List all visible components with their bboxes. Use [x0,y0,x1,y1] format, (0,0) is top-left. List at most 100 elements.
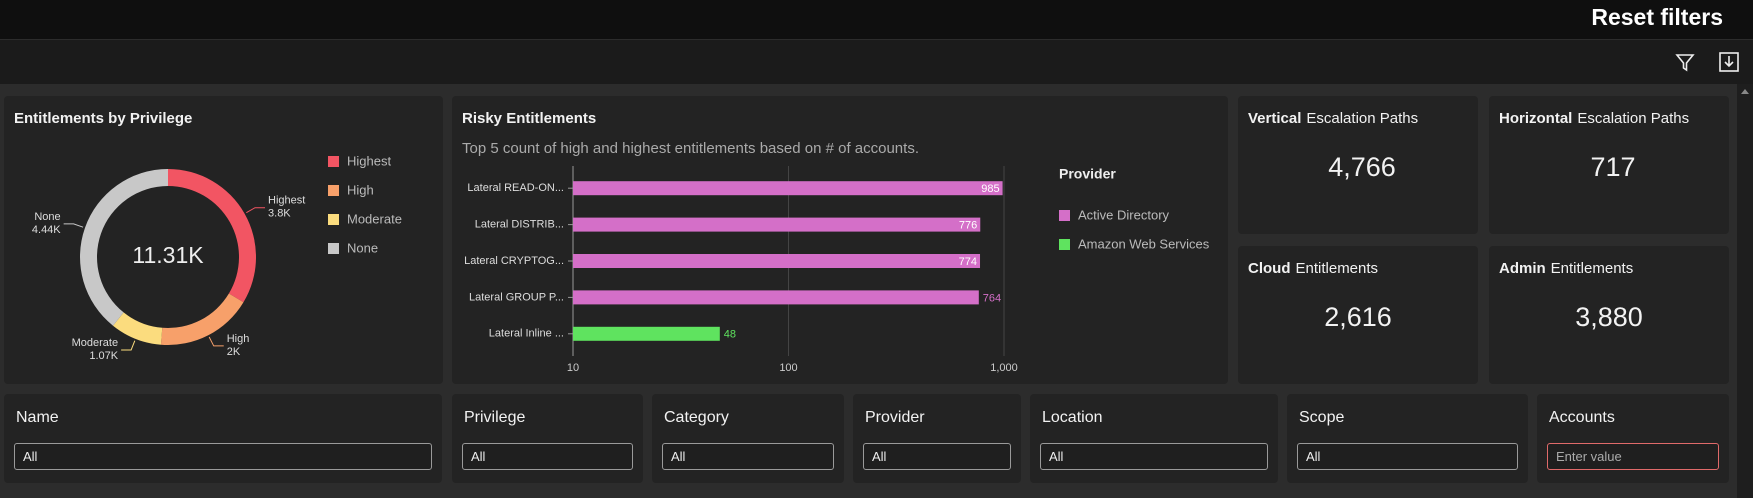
y-tick-label: Lateral DISTRIB... [475,219,564,231]
legend-swatch [1059,210,1070,221]
filter-dropdown[interactable]: All [662,443,834,470]
kpi-value-row: 4,766 [1238,152,1478,183]
kpi-tile: Vertical Escalation Paths 4,766 [1238,96,1478,234]
dropdown-value: All [1306,449,1321,464]
filter-label: Provider [865,409,925,426]
export-icon[interactable] [1718,51,1740,73]
filter-panel: Location All [1030,394,1278,483]
legend-swatch [1059,239,1070,250]
kpi-title-bold: Cloud [1248,260,1291,277]
donut-chart: Highest3.8KHighestHigh2KHighModerate1.07… [32,153,402,362]
risky-panel: Risky Entitlements Top 5 count of high a… [452,96,1228,384]
leader-line [246,207,266,214]
reset-filters[interactable]: Reset filters [1591,4,1723,30]
filter-dropdown[interactable]: All [1040,443,1268,470]
filter-dropdown[interactable]: All [863,443,1011,470]
kpi-tile: Horizontal Escalation Paths 717 [1489,96,1729,234]
filter-dropdown[interactable]: All [462,443,633,470]
filter-panel: Name All [4,394,442,483]
slice-label: Highest [268,195,305,207]
filter-panel: Provider All [853,394,1021,483]
x-tick-label: 1,000 [990,362,1018,374]
leader-line [121,340,136,351]
legend-label: Amazon Web Services [1078,236,1210,251]
slice-value: 1.07K [89,350,118,362]
kpi-title-rest: Escalation Paths [1306,110,1419,127]
filter-label: Scope [1299,409,1345,426]
leader-line [63,223,84,228]
slice-value: 4.44K [32,224,61,236]
kpi-value: 3,880 [1575,302,1643,332]
legend-title: Provider [1059,166,1116,182]
filter-input[interactable]: Enter value [1547,443,1719,470]
slice-label: None [34,211,60,223]
kpi-value: 717 [1590,152,1636,182]
x-tick-label: 100 [779,362,797,374]
scrollbar[interactable] [1737,84,1753,498]
donut-segment [168,169,256,303]
panel-title: Entitlements by Privilege [14,110,193,127]
bar-value-label: 48 [724,329,736,341]
scroll-arrow[interactable] [1737,85,1753,97]
bar [573,217,981,232]
filter-panel: Accounts Enter value [1537,394,1729,483]
legend-label: Active Directory [1078,207,1170,222]
legend-swatch [328,243,339,254]
kpi-title-bold: Admin [1499,260,1546,277]
kpi-value: 2,616 [1324,302,1392,332]
legend-swatch [328,156,339,167]
kpi-value-row: 717 [1489,152,1729,183]
legend-label: Moderate [347,211,402,226]
dropdown-value: All [872,449,887,464]
y-tick-label: Lateral CRYPTOG... [464,255,564,267]
filter-dropdown[interactable]: All [14,443,432,470]
bar [573,326,720,341]
kpi-title: Admin Entitlements [1499,260,1633,277]
filter-panel: Scope All [1287,394,1528,483]
bar-value-label: 774 [959,256,977,268]
bar-value-label: 764 [983,292,1001,304]
dropdown-value: All [23,449,38,464]
filter-label: Location [1042,409,1103,426]
kpi-tile: Cloud Entitlements 2,616 [1238,246,1478,384]
donut-segment [113,312,163,345]
bar-value-label: 776 [959,220,977,232]
kpi-title-bold: Horizontal [1499,110,1573,127]
slice-value: 3.8K [268,208,291,220]
dropdown-value: All [1049,449,1064,464]
kpi-value-row: 2,616 [1238,302,1478,333]
legend-swatch [328,214,339,225]
legend-swatch [328,185,339,196]
kpi-tile: Admin Entitlements 3,880 [1489,246,1729,384]
panel-subtitle: Top 5 count of high and highest entitlem… [462,140,919,157]
legend-label: None [347,240,378,255]
bar [573,290,979,305]
filter-label: Category [664,409,729,426]
filter-label: Privilege [464,409,526,426]
y-tick-label: Lateral READ-ON... [467,182,564,194]
panel-title: Risky Entitlements [462,110,597,127]
top-bar: Reset filters [0,0,1753,39]
slice-label: Moderate [72,337,118,349]
kpi-title-bold: Vertical [1248,110,1302,127]
donut-segment [160,293,244,345]
filter-panel: Category All [652,394,844,483]
filter-label: Name [16,409,59,426]
toolbar [0,40,1753,84]
legend-label: Highest [347,153,391,168]
kpi-value-row: 3,880 [1489,302,1729,333]
filter-dropdown[interactable]: All [1297,443,1518,470]
filter-icon[interactable] [1675,52,1695,72]
bar-value-label: 985 [981,183,999,195]
kpi-title-rest: Entitlements [1550,260,1634,277]
kpi-value: 4,766 [1328,152,1396,182]
bar [573,254,981,268]
filter-panel: Privilege All [452,394,643,483]
bar-chart: 10 100 1,000 Lateral READ-ON... Lateral DIST… [464,166,1210,374]
dropdown-value: All [471,449,486,464]
kpi-title-rest: Entitlements [1295,260,1379,277]
donut-center-label: 11.31K [132,242,204,268]
y-tick-label: Lateral Inline ... [489,328,564,340]
bar [573,181,1003,196]
